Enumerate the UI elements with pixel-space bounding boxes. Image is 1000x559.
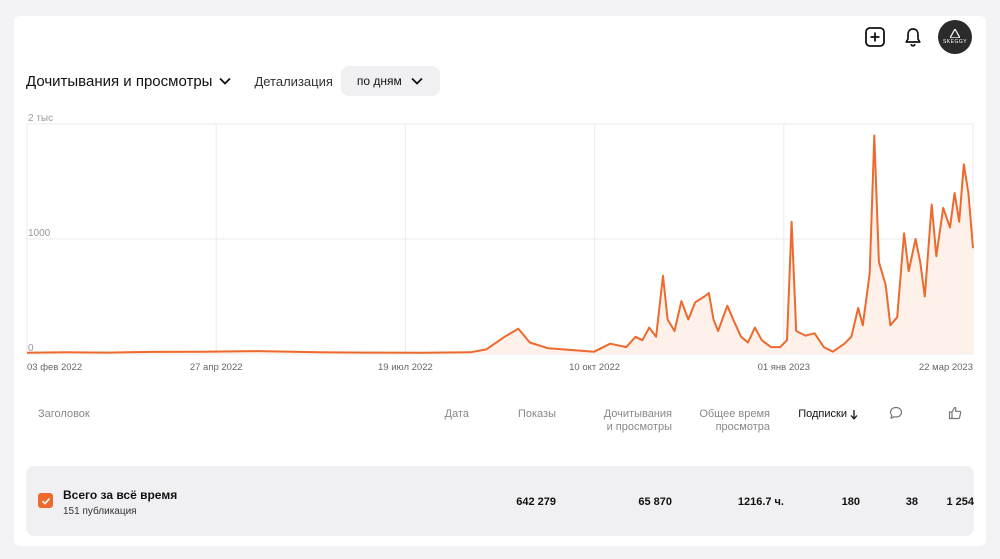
detail-label: Детализация [254, 73, 333, 89]
like-icon [948, 406, 962, 420]
column-time-line1: Общее время [699, 408, 770, 420]
y-tick-label-2: 2 тыс [28, 113, 53, 124]
total-reads: 65 870 [638, 496, 672, 508]
column-likes[interactable] [948, 406, 962, 424]
y-tick-label-1: 1000 [28, 228, 51, 239]
check-icon [41, 497, 50, 505]
x-tick-label-4: 01 янв 2023 [758, 362, 810, 373]
x-tick-label-1: 27 апр 2022 [190, 362, 243, 373]
total-likes: 1 254 [946, 496, 974, 508]
total-comments: 38 [905, 496, 918, 508]
column-time[interactable]: Общее время просмотра [680, 408, 770, 434]
metric-title: Дочитывания и просмотры [26, 72, 213, 90]
avatar-logo-text: SKEGGY [942, 39, 968, 45]
stats-card: SKEGGY Дочитывания и просмотры Детализац… [14, 16, 986, 546]
notifications-button[interactable] [900, 24, 926, 50]
chart-controls: Дочитывания и просмотры Детализация по д… [26, 66, 440, 96]
y-tick-label-0: 0 [28, 343, 34, 354]
add-square-icon [865, 27, 885, 47]
chevron-down-icon [411, 77, 423, 85]
total-time: 1216.7 ч. [737, 496, 784, 508]
column-reads-line1: Дочитывания [603, 408, 672, 420]
top-toolbar: SKEGGY [862, 20, 972, 54]
column-reads-line2: и просмотры [606, 421, 672, 433]
total-subs: 180 [841, 496, 860, 508]
table-header: Заголовок Дата Показы Дочитывания и прос… [14, 404, 986, 444]
series-line-0 [26, 134, 974, 354]
series-area-0 [27, 135, 973, 354]
comment-icon [889, 406, 903, 419]
avatar[interactable]: SKEGGY [938, 20, 972, 54]
column-time-line2: просмотра [715, 421, 770, 433]
views-chart: 0 1000 2 тыс 03 фев 2022 27 апр 2022 19 июл 2… [26, 113, 974, 373]
x-tick-label-2: 19 июл 2022 [378, 362, 433, 373]
total-subtitle: 151 публикация [63, 506, 137, 517]
total-views: 642 279 [516, 496, 556, 508]
chevron-down-icon [219, 77, 232, 85]
bell-icon [905, 28, 921, 47]
total-checkbox[interactable] [38, 493, 53, 508]
column-date[interactable]: Дата [444, 408, 469, 420]
column-comments[interactable] [889, 406, 903, 424]
total-row: Всего за всё время 151 публикация 642 27… [26, 466, 974, 536]
detail-select-value: по дням [356, 74, 402, 88]
column-views[interactable]: Показы [517, 408, 556, 420]
column-title[interactable]: Заголовок [38, 408, 90, 420]
x-tick-label-3: 10 окт 2022 [569, 362, 620, 373]
column-subs[interactable]: Подписки [784, 408, 858, 421]
x-tick-label-0: 03 фев 2022 [27, 362, 82, 373]
sort-down-arrow-icon [850, 410, 858, 420]
column-subs-label: Подписки [798, 408, 847, 420]
x-tick-label-5: 22 мар 2023 [919, 362, 973, 373]
total-title: Всего за всё время [63, 488, 178, 502]
detail-select[interactable]: по дням [340, 66, 440, 96]
metric-selector[interactable]: Дочитывания и просмотры [26, 73, 232, 90]
column-reads[interactable]: Дочитывания и просмотры [582, 408, 672, 434]
avatar-logo-icon [950, 29, 960, 38]
add-publication-button[interactable] [862, 24, 888, 50]
